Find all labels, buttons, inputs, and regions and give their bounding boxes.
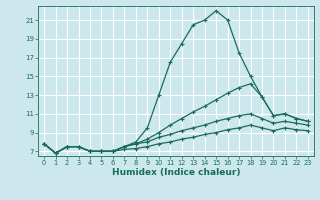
X-axis label: Humidex (Indice chaleur): Humidex (Indice chaleur) <box>112 168 240 177</box>
